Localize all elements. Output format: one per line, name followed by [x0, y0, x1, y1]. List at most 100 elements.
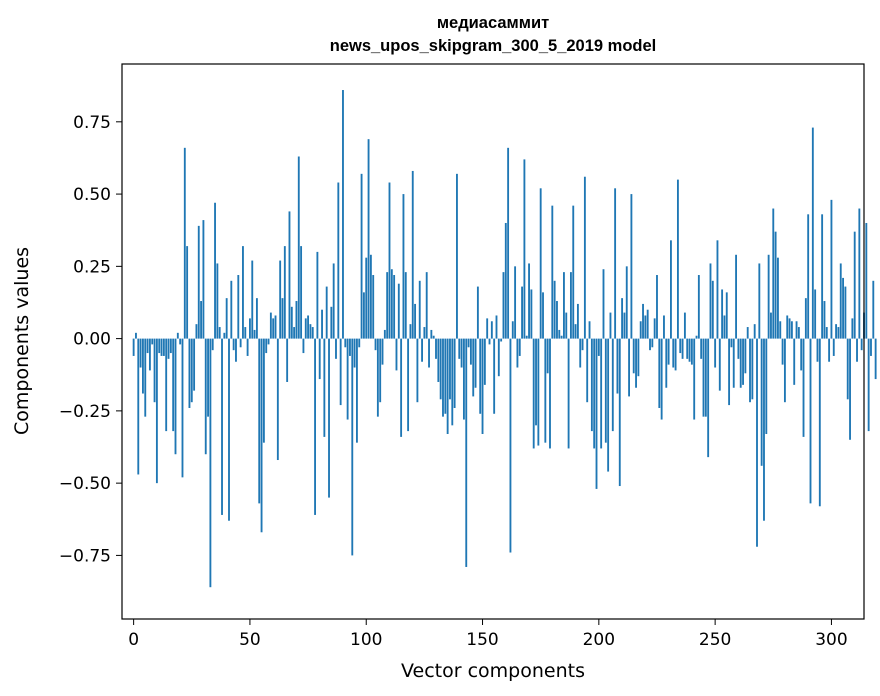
- bar-134: [444, 338, 447, 414]
- bar-31: [204, 338, 207, 455]
- bar-309: [851, 318, 854, 339]
- bar-122: [416, 338, 419, 403]
- bar-288: [802, 338, 805, 437]
- bar-63: [279, 260, 282, 339]
- bar-206: [611, 338, 614, 432]
- bar-159: [502, 272, 505, 339]
- bar-41: [228, 338, 230, 521]
- bar-15: [167, 338, 170, 359]
- bar-102: [369, 254, 372, 339]
- x-axis-label: Vector components: [401, 660, 585, 682]
- bar-88: [337, 182, 340, 339]
- bar-230: [667, 338, 670, 365]
- bar-319: [874, 338, 877, 380]
- bar-262: [742, 338, 744, 385]
- bar-292: [811, 127, 814, 339]
- bar-195: [586, 338, 589, 403]
- bar-133: [442, 338, 444, 417]
- bar-177: [544, 338, 547, 443]
- bar-67: [288, 211, 291, 339]
- bar-164: [514, 266, 517, 339]
- bar-72: [300, 246, 303, 339]
- bar-259: [735, 254, 737, 339]
- bar-80: [318, 338, 321, 380]
- bar-274: [770, 312, 772, 339]
- bar-47: [242, 246, 244, 339]
- bar-78: [314, 338, 316, 515]
- bar-284: [793, 338, 796, 385]
- bar-86: [332, 263, 335, 339]
- bar-17: [172, 338, 175, 432]
- bar-160: [504, 222, 507, 339]
- bar-290: [807, 214, 810, 339]
- bar-214: [630, 194, 633, 339]
- plot-frame: [121, 63, 865, 620]
- bar-298: [825, 327, 828, 339]
- bar-104: [374, 338, 377, 351]
- bar-52: [253, 329, 256, 339]
- bar-242: [695, 335, 698, 339]
- bar-12: [160, 338, 163, 356]
- bar-19: [176, 332, 179, 339]
- bar-107: [381, 338, 384, 365]
- bar-293: [814, 289, 817, 339]
- bar-40: [225, 298, 228, 339]
- bar-250: [714, 338, 717, 368]
- bar-247: [707, 338, 710, 458]
- bar-167: [521, 286, 523, 339]
- bar-269: [758, 263, 761, 339]
- bar-272: [765, 338, 768, 434]
- bar-223: [651, 338, 654, 348]
- bar-158: [500, 338, 503, 342]
- bar-220: [644, 315, 647, 339]
- bar-57: [265, 338, 268, 354]
- bar-183: [558, 329, 561, 339]
- bar-37: [218, 327, 221, 339]
- bar-76: [309, 324, 312, 339]
- bar-271: [763, 338, 765, 521]
- bar-46: [239, 338, 242, 348]
- bar-264: [746, 327, 749, 339]
- bar-87: [335, 338, 337, 359]
- bar-105: [376, 338, 379, 417]
- bar-25: [190, 338, 193, 403]
- bar-270: [760, 338, 763, 466]
- bar-188: [569, 272, 572, 339]
- bars-group: [132, 90, 877, 588]
- bar-150: [481, 338, 484, 434]
- bar-282: [788, 318, 791, 339]
- bar-154: [490, 321, 493, 339]
- y-tick-label: 0.25: [73, 257, 111, 277]
- bar-172: [532, 338, 535, 449]
- bar-18: [174, 338, 177, 455]
- bar-291: [809, 338, 812, 504]
- bar-62: [276, 338, 279, 461]
- bar-110: [388, 182, 391, 339]
- bar-215: [632, 338, 635, 374]
- bar-54: [258, 338, 261, 504]
- bar-243: [697, 275, 700, 339]
- bar-69: [293, 327, 296, 339]
- bar-93: [349, 338, 351, 356]
- bar-266: [751, 338, 754, 400]
- bar-16: [169, 338, 172, 354]
- bar-83: [325, 286, 328, 339]
- bar-318: [872, 280, 875, 339]
- bar-297: [823, 301, 826, 339]
- bar-89: [339, 338, 342, 406]
- bar-100: [365, 257, 368, 339]
- bar-148: [476, 286, 479, 339]
- bar-56: [262, 338, 265, 443]
- bar-185: [563, 272, 565, 339]
- bar-136: [449, 338, 451, 400]
- bar-96: [356, 338, 358, 443]
- bar-42: [230, 280, 233, 339]
- bar-207: [614, 188, 617, 339]
- bar-228: [663, 315, 665, 339]
- bar-193: [581, 338, 584, 351]
- bar-229: [665, 338, 668, 388]
- bar-268: [756, 338, 758, 547]
- bar-237: [683, 312, 686, 339]
- bar-24: [188, 338, 191, 408]
- bar-273: [767, 254, 770, 339]
